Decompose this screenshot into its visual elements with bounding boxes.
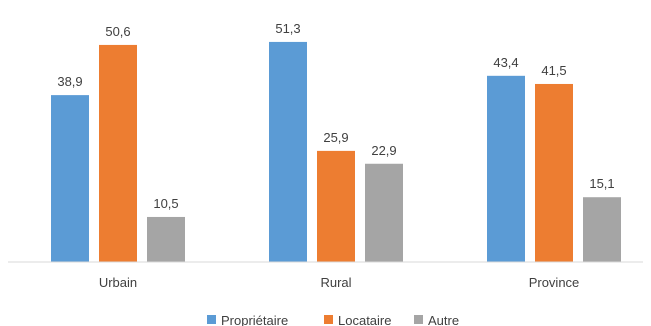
data-label: 10,5 xyxy=(153,196,178,211)
category-labels-group: Urbain Rural Province xyxy=(99,275,579,290)
bar-locataire-province xyxy=(535,83,573,262)
category-label: Province xyxy=(529,275,580,290)
data-label: 43,4 xyxy=(493,55,518,70)
category-label: Rural xyxy=(320,275,351,290)
bar-propri-taire-rural xyxy=(269,41,307,262)
legend-label: Autre xyxy=(428,313,459,326)
legend-swatch xyxy=(207,315,216,324)
data-label: 25,9 xyxy=(323,130,348,145)
legend-label: Propriétaire xyxy=(221,313,288,326)
legend-label: Locataire xyxy=(338,313,391,326)
bar-locataire-urbain xyxy=(99,44,137,263)
bar-autre-urbain xyxy=(147,216,185,262)
data-label: 41,5 xyxy=(541,63,566,78)
bar-propri-taire-urbain xyxy=(51,95,89,262)
bar-locataire-rural xyxy=(317,150,355,262)
bars-group xyxy=(51,41,621,263)
data-label: 22,9 xyxy=(371,143,396,158)
bar-autre-province xyxy=(583,197,621,262)
bar-propri-taire-province xyxy=(487,75,525,263)
data-label: 38,9 xyxy=(57,74,82,89)
bar-autre-rural xyxy=(365,163,403,262)
data-labels-group: 38,9 50,6 10,5 51,3 25,9 22,9 43,4 41,5 15,1 xyxy=(57,21,614,211)
data-label: 51,3 xyxy=(275,21,300,36)
category-label: Urbain xyxy=(99,275,137,290)
data-label: 50,6 xyxy=(105,24,130,39)
legend-swatch xyxy=(324,315,333,324)
legend-swatch xyxy=(414,315,423,324)
legend: Propriétaire Locataire Autre xyxy=(207,313,459,326)
data-label: 15,1 xyxy=(589,176,614,191)
